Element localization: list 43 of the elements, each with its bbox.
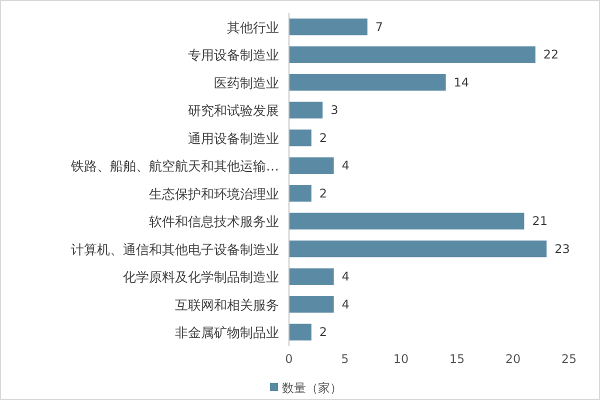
y-tick-label: 其他行业 (227, 20, 279, 36)
y-tick-label: 非金属矿物制品业 (175, 326, 279, 342)
x-tick-label: 15 (449, 352, 465, 366)
x-tick-label: 20 (505, 352, 521, 366)
bar (289, 185, 312, 202)
bar (289, 240, 547, 258)
bar (289, 102, 323, 118)
bar (289, 18, 368, 36)
bar (289, 296, 334, 313)
data-label: 4 (342, 297, 350, 312)
x-tick-label: 10 (393, 352, 409, 366)
y-tick-label: 计算机、通信和其他电子设备制造业 (71, 242, 279, 258)
y-tick-label: 互联网和相关服务 (175, 298, 279, 314)
y-tick-label: 软件和信息技术服务业 (149, 215, 279, 230)
y-tick-label: 铁路、船舶、航空航天和其他运输… (70, 160, 279, 175)
x-tick-label: 0 (285, 352, 293, 366)
data-label: 2 (319, 186, 328, 200)
x-tick-label: 25 (561, 352, 577, 366)
legend-label: 数量（家） (282, 381, 342, 395)
data-label: 23 (554, 242, 570, 256)
data-label: 4 (342, 158, 350, 173)
y-tick-label: 通用设备制造业 (188, 132, 279, 147)
data-label: 4 (342, 270, 350, 284)
y-tick-label: 专用设备制造业 (188, 48, 279, 64)
data-label: 3 (330, 103, 338, 118)
bar (289, 46, 536, 63)
y-tick-label: 化学原料及化学制品制造业 (123, 270, 279, 286)
bar (289, 157, 334, 174)
y-tick-label: 医药制造业 (214, 76, 279, 92)
bar (289, 268, 334, 285)
data-label: 21 (532, 214, 548, 228)
data-label: 2 (319, 325, 328, 340)
data-label: 22 (543, 48, 559, 62)
data-label: 14 (454, 75, 470, 90)
x-tick-label: 5 (341, 352, 349, 366)
bar (289, 212, 524, 230)
data-label: 7 (375, 20, 384, 34)
y-tick-label: 生态保护和环境治理业 (149, 186, 279, 202)
data-label: 2 (319, 130, 328, 145)
bar (289, 324, 312, 340)
y-tick-label: 研究和试验发展 (188, 104, 279, 120)
bar (289, 130, 312, 146)
bar (289, 74, 446, 91)
